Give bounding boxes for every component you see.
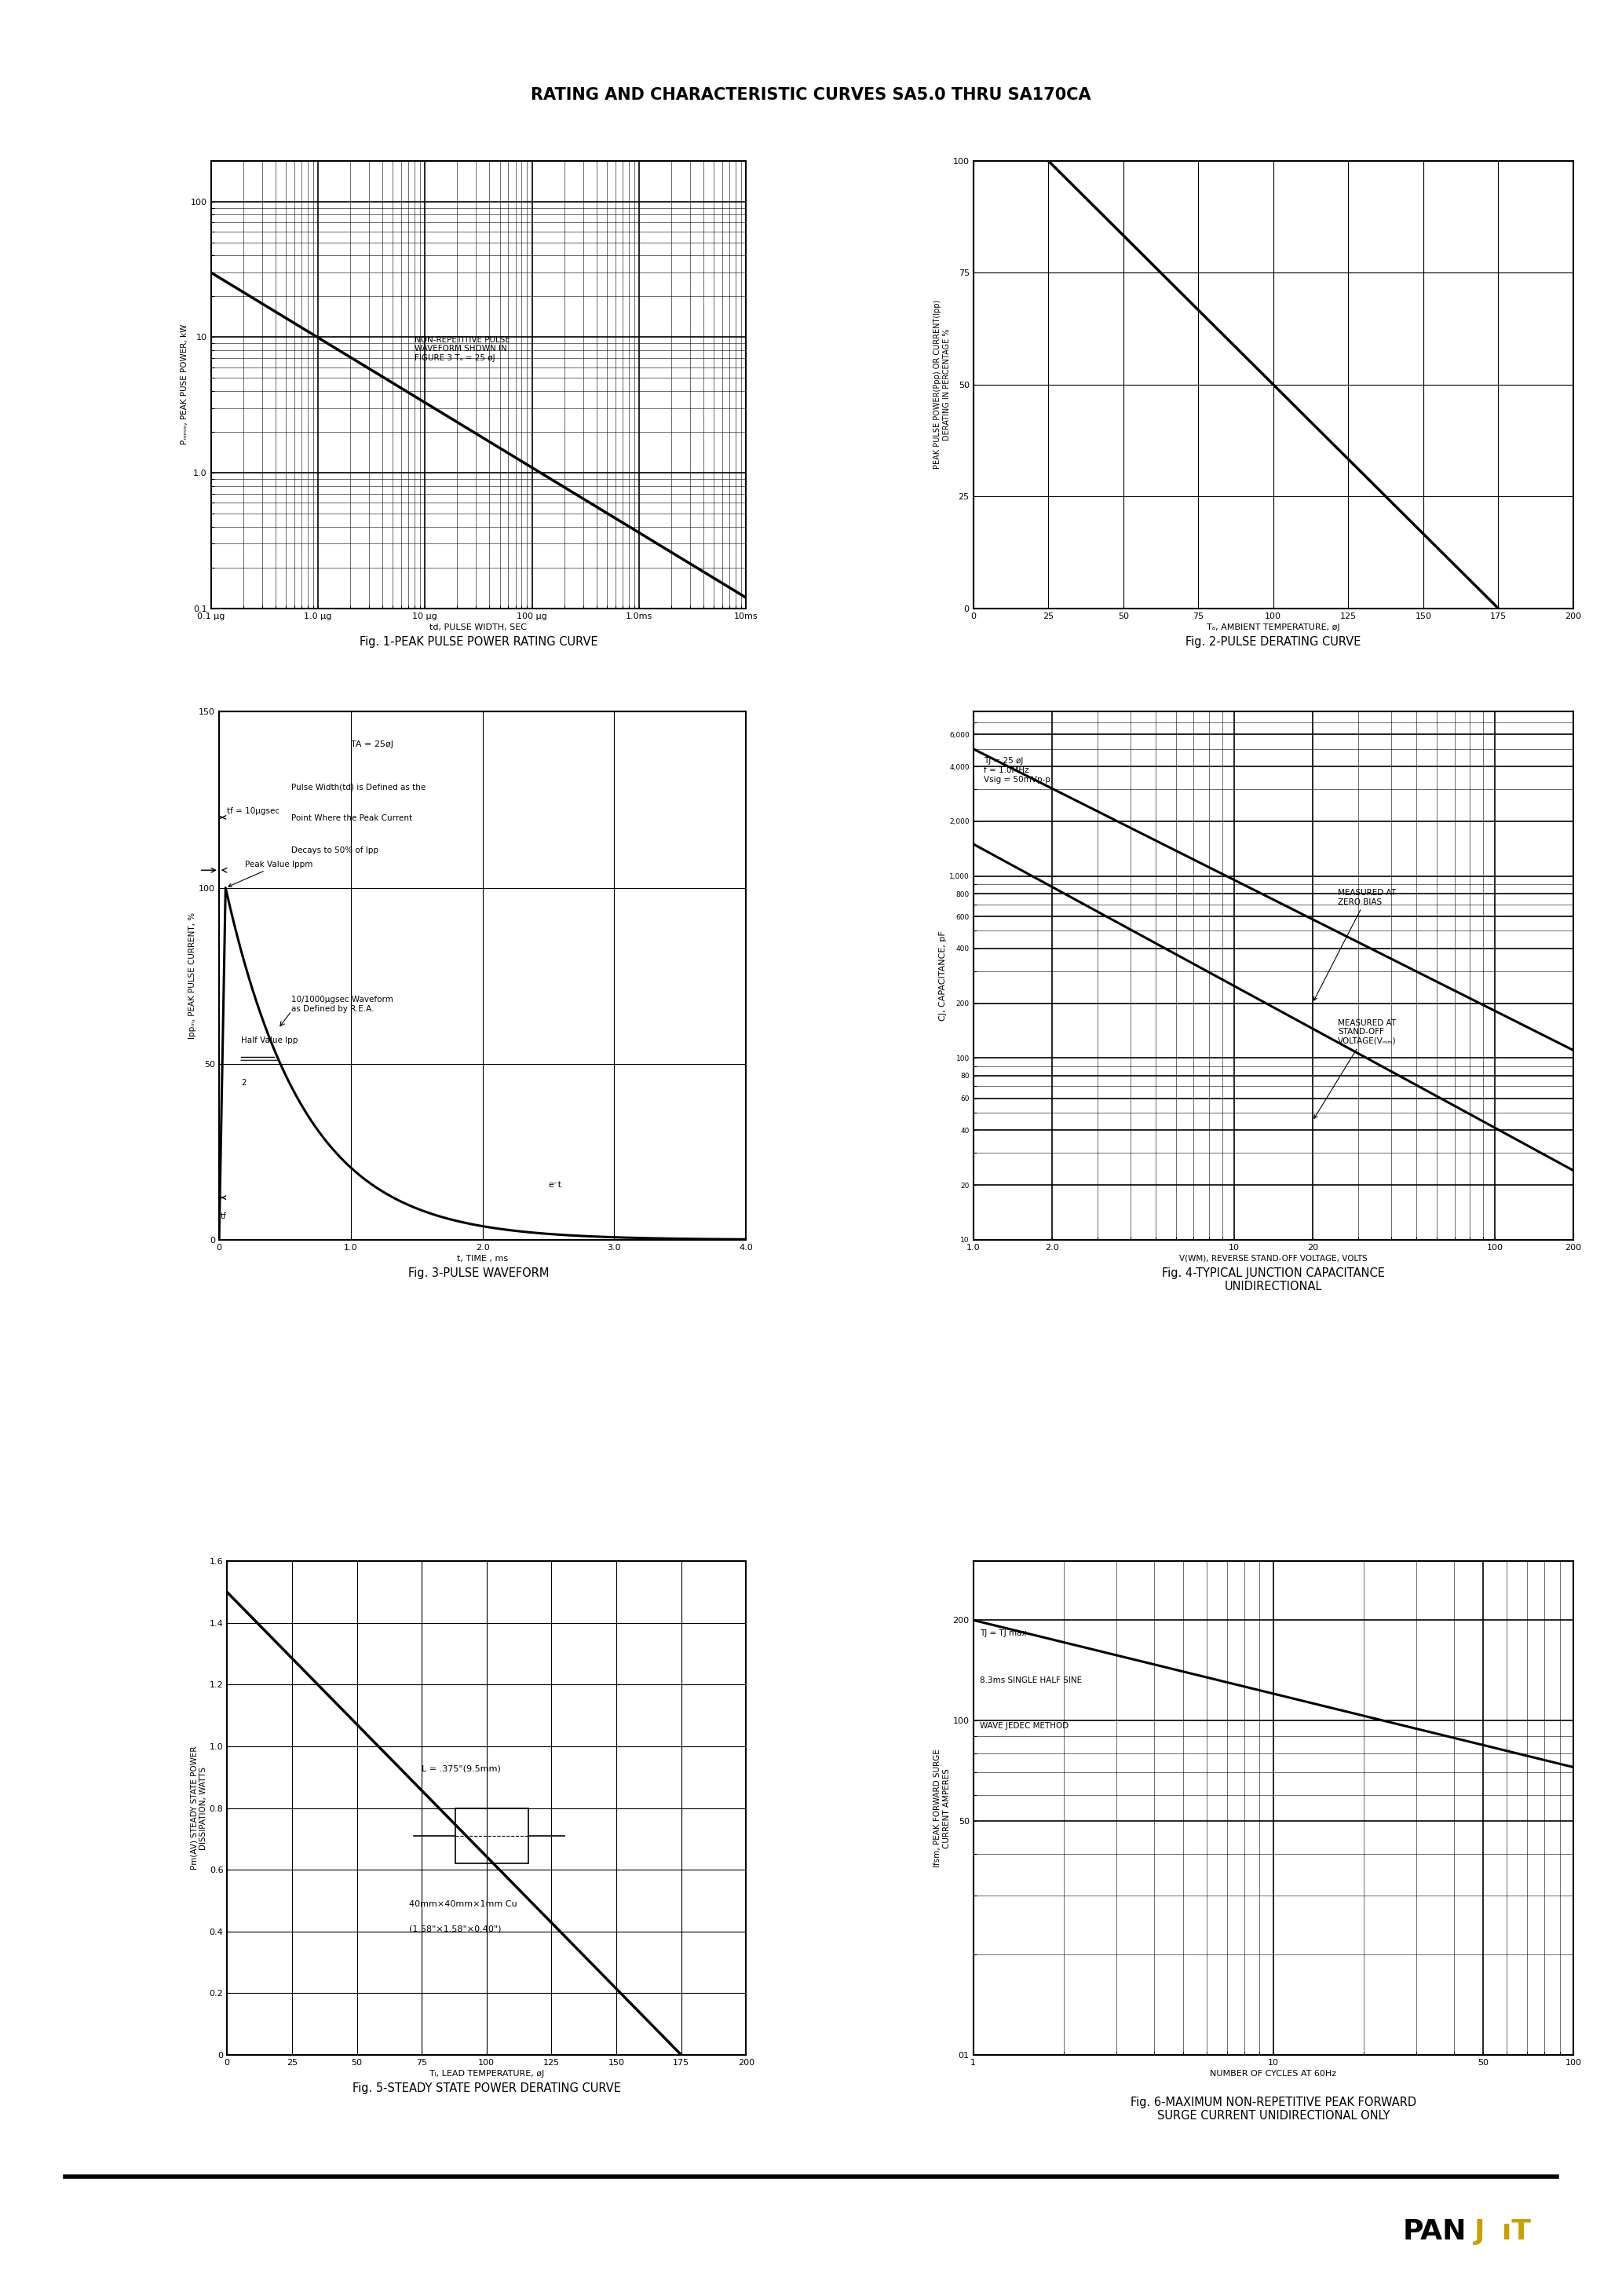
- Bar: [456, 1809, 529, 1864]
- Text: MEASURED AT
ZERO BIAS: MEASURED AT ZERO BIAS: [1314, 889, 1397, 1001]
- Y-axis label: Ippₘ, PEAK PULSE CURRENT, %: Ippₘ, PEAK PULSE CURRENT, %: [188, 912, 196, 1040]
- Y-axis label: PEAK PULSE POWER(Ppp) OR CURRENT(Ipp)
DERATING IN PERCENTAGE %: PEAK PULSE POWER(Ppp) OR CURRENT(Ipp) DE…: [934, 301, 950, 468]
- Y-axis label: CJ, CAPACITANCE, pF: CJ, CAPACITANCE, pF: [939, 930, 947, 1022]
- Text: MEASURED AT
STAND-OFF
VOLTAGE(Vₘₘ): MEASURED AT STAND-OFF VOLTAGE(Vₘₘ): [1314, 1019, 1397, 1118]
- Text: TJ = 25 øJ
f = 1.0MHz
Vsig = 50mVp-p: TJ = 25 øJ f = 1.0MHz Vsig = 50mVp-p: [985, 758, 1051, 783]
- Text: RATING AND CHARACTERISTIC CURVES SA5.0 THRU SA170CA: RATING AND CHARACTERISTIC CURVES SA5.0 T…: [530, 87, 1092, 103]
- Text: tf: tf: [221, 1212, 227, 1219]
- Text: Point Where the Peak Current: Point Where the Peak Current: [292, 815, 412, 822]
- Text: Decays to 50% of Ipp: Decays to 50% of Ipp: [292, 847, 378, 854]
- Text: Pulse Width(td) is Defined as the: Pulse Width(td) is Defined as the: [292, 783, 427, 790]
- Text: ıT: ıT: [1502, 2218, 1531, 2245]
- X-axis label: Tₐ, AMBIENT TEMPERATURE, øJ: Tₐ, AMBIENT TEMPERATURE, øJ: [1207, 625, 1340, 631]
- X-axis label: NUMBER OF CYCLES AT 60Hz: NUMBER OF CYCLES AT 60Hz: [1210, 2071, 1337, 2078]
- Text: WAVE JEDEC METHOD: WAVE JEDEC METHOD: [980, 1722, 1069, 1729]
- Y-axis label: Pₘₘₘ, PEAK PUSE POWER, kW: Pₘₘₘ, PEAK PUSE POWER, kW: [180, 324, 188, 445]
- Text: Peak Value Ippm: Peak Value Ippm: [229, 861, 313, 886]
- Text: PAN: PAN: [1403, 2218, 1466, 2245]
- Text: 8.3ms SINGLE HALF SINE: 8.3ms SINGLE HALF SINE: [980, 1676, 1082, 1685]
- Text: NON-REPETITIVE PULSE
WAVEFORM SHOWN IN
FIGURE 3 Tₐ = 25 øJ: NON-REPETITIVE PULSE WAVEFORM SHOWN IN F…: [414, 335, 509, 363]
- Text: 2: 2: [242, 1079, 247, 1086]
- Text: J: J: [1474, 2218, 1486, 2245]
- Text: Fig. 2-PULSE DERATING CURVE: Fig. 2-PULSE DERATING CURVE: [1186, 636, 1361, 647]
- Text: 10/1000μgsec Waveform
as Defined by R.E.A.: 10/1000μgsec Waveform as Defined by R.E.…: [292, 996, 394, 1013]
- Text: Fig. 3-PULSE WAVEFORM: Fig. 3-PULSE WAVEFORM: [409, 1267, 548, 1279]
- Text: Half Value Ipp: Half Value Ipp: [242, 1035, 298, 1045]
- Text: TA = 25øJ: TA = 25øJ: [350, 742, 393, 748]
- Text: Fig. 1-PEAK PULSE POWER RATING CURVE: Fig. 1-PEAK PULSE POWER RATING CURVE: [360, 636, 597, 647]
- Text: 40mm×40mm×1mm Cu: 40mm×40mm×1mm Cu: [409, 1901, 517, 1908]
- X-axis label: Tₗ, LEAD TEMPERATURE, øJ: Tₗ, LEAD TEMPERATURE, øJ: [430, 2071, 543, 2078]
- Text: L = .375"(9.5mm): L = .375"(9.5mm): [422, 1766, 501, 1773]
- Text: (1.58"×1.58"×0.40"): (1.58"×1.58"×0.40"): [409, 1926, 501, 1933]
- Text: e⁻t: e⁻t: [548, 1180, 561, 1189]
- Text: Fig. 6-MAXIMUM NON-REPETITIVE PEAK FORWARD
SURGE CURRENT UNIDIRECTIONAL ONLY: Fig. 6-MAXIMUM NON-REPETITIVE PEAK FORWA…: [1131, 2096, 1416, 2122]
- Text: TJ = TJ max: TJ = TJ max: [980, 1630, 1027, 1637]
- X-axis label: t, TIME , ms: t, TIME , ms: [457, 1256, 508, 1263]
- X-axis label: V(WM), REVERSE STAND-OFF VOLTAGE, VOLTS: V(WM), REVERSE STAND-OFF VOLTAGE, VOLTS: [1179, 1256, 1367, 1263]
- Text: Fig. 4-TYPICAL JUNCTION CAPACITANCE
UNIDIRECTIONAL: Fig. 4-TYPICAL JUNCTION CAPACITANCE UNID…: [1161, 1267, 1385, 1293]
- Y-axis label: Pm(AV) STEADY STATE POWER
DISSIPATION, WATTS: Pm(AV) STEADY STATE POWER DISSIPATION, W…: [190, 1747, 208, 1869]
- Text: Fig. 5-STEADY STATE POWER DERATING CURVE: Fig. 5-STEADY STATE POWER DERATING CURVE: [352, 2082, 621, 2094]
- Y-axis label: Ifsm, PEAK FORWARD SURGE
CURRENT AMPERES: Ifsm, PEAK FORWARD SURGE CURRENT AMPERES: [934, 1750, 950, 1867]
- Text: tf = 10μgsec: tf = 10μgsec: [227, 808, 279, 815]
- X-axis label: td, PULSE WIDTH, SEC: td, PULSE WIDTH, SEC: [430, 625, 527, 631]
